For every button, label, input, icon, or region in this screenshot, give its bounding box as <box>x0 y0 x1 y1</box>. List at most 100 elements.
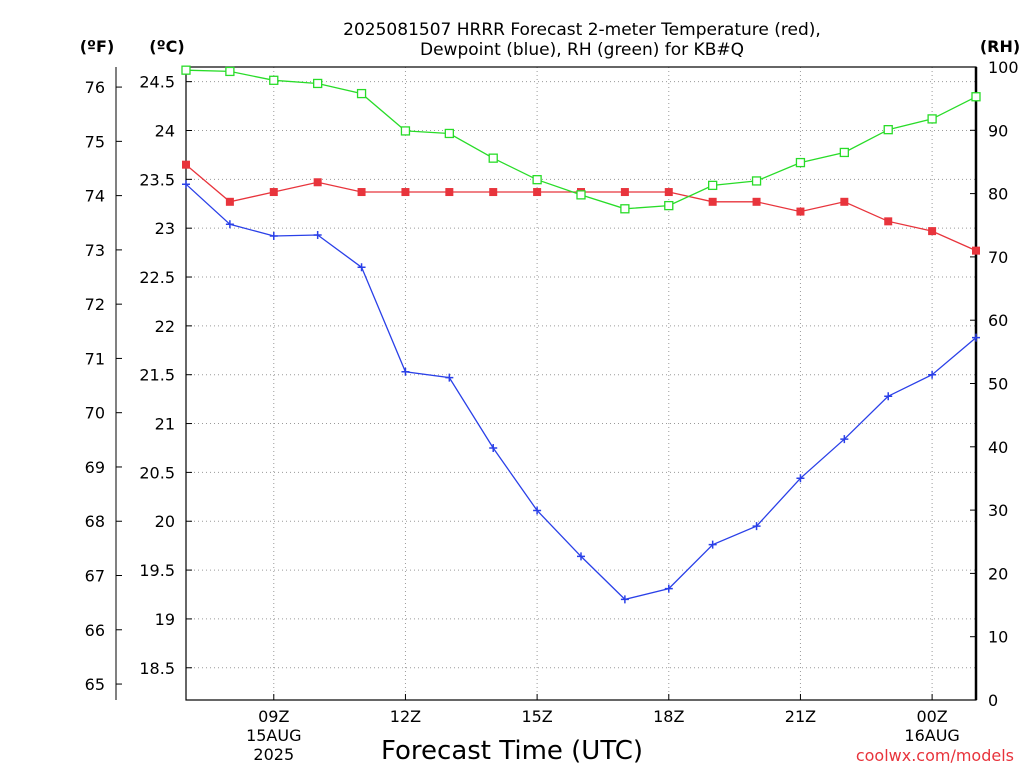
rh-point <box>532 175 542 185</box>
rh-point <box>795 157 806 168</box>
rh-tick-label: 20 <box>988 564 1008 583</box>
celsius-tick-label: 23 <box>155 219 175 238</box>
celsius-unit-label: (ºC) <box>149 37 184 56</box>
dewpoint-point <box>225 220 234 229</box>
dewpoint-point <box>840 435 849 444</box>
celsius-tick-label: 20 <box>155 512 175 531</box>
fahrenheit-tick-label: 68 <box>85 512 105 531</box>
fahrenheit-unit-label: (ºF) <box>80 37 115 56</box>
celsius-tick-label: 24.5 <box>139 73 175 92</box>
dewpoint-point <box>796 474 805 483</box>
x-tick-label: 15AUG <box>246 726 301 745</box>
credit-text: coolwx.com/models <box>856 746 1014 765</box>
temperature-point <box>708 197 717 206</box>
celsius-tick-label: 19.5 <box>139 561 175 580</box>
rh-point <box>181 65 191 75</box>
rh-tick-label: 100 <box>988 58 1019 77</box>
rh-tick-label: 10 <box>988 628 1008 647</box>
dewpoint-point <box>489 443 498 452</box>
celsius-tick-label: 24 <box>155 121 175 140</box>
dewpoint-point <box>928 370 937 379</box>
celsius-tick-label: 20.5 <box>139 463 175 482</box>
rh-point <box>269 75 279 85</box>
fahrenheit-tick-label: 73 <box>85 241 105 260</box>
x-tick-label: 09Z <box>258 707 289 726</box>
rh-tick-label: 0 <box>988 691 998 710</box>
dewpoint-point <box>313 231 322 240</box>
temperature-point <box>620 188 629 197</box>
fahrenheit-tick-label: 72 <box>85 295 105 314</box>
temperature-point <box>884 217 893 226</box>
fahrenheit-tick-label: 67 <box>85 567 105 586</box>
rh-point <box>971 92 981 102</box>
rh-point <box>708 180 718 191</box>
grid-lines <box>186 67 976 700</box>
rh-line <box>185 69 977 210</box>
celsius-tick-label: 19 <box>155 610 175 629</box>
plot-frame <box>185 66 977 701</box>
temperature-point <box>445 188 454 197</box>
x-axis-label: Forecast Time (UTC) <box>381 736 643 766</box>
temperature-point <box>489 188 498 197</box>
x-tick-label: 18Z <box>653 707 684 726</box>
rh-tick-label: 50 <box>988 375 1008 394</box>
celsius-tick-label: 21.5 <box>139 366 175 385</box>
fahrenheit-tick-label: 71 <box>85 349 105 368</box>
dewpoint-point <box>401 367 410 376</box>
dewpoint-point <box>357 263 366 272</box>
temperature-point <box>357 188 366 197</box>
data-series <box>181 65 981 604</box>
temperature-point <box>182 160 190 169</box>
dewpoint-point <box>884 392 893 401</box>
rh-point <box>839 147 849 158</box>
dewpoint-point <box>269 231 278 240</box>
dewpoint-point <box>752 522 761 531</box>
rh-tick-label: 70 <box>988 248 1008 267</box>
fahrenheit-tick-label: 70 <box>85 404 105 423</box>
rh-tick-label: 90 <box>988 121 1008 140</box>
rh-tick-label: 30 <box>988 501 1008 520</box>
dewpoint-point <box>972 333 980 342</box>
celsius-tick-label: 22.5 <box>139 268 175 287</box>
fahrenheit-tick-label: 65 <box>85 675 105 694</box>
x-tick-label: 21Z <box>785 707 816 726</box>
dewpoint-point <box>708 540 717 549</box>
x-tick-label: 15Z <box>521 707 552 726</box>
rh-point <box>664 200 674 211</box>
rh-point <box>400 126 411 136</box>
fahrenheit-tick-label: 75 <box>85 132 105 151</box>
temperature-line <box>185 164 977 252</box>
dewpoint-point <box>445 373 454 382</box>
dewpoint-point <box>577 552 585 561</box>
temperature-point <box>313 178 322 187</box>
temperature-point <box>840 197 849 206</box>
rh-point <box>444 128 454 139</box>
temperature-point <box>225 197 234 206</box>
rh-unit-label: (RH) <box>980 37 1020 56</box>
temperature-point <box>752 197 761 206</box>
celsius-tick-label: 22 <box>155 317 175 336</box>
rh-tick-label: 60 <box>988 311 1008 330</box>
temperature-point <box>533 188 542 197</box>
x-tick-label: 00Z <box>916 707 947 726</box>
temperature-point <box>796 207 805 216</box>
temperature-point <box>972 246 980 255</box>
x-tick-label: 12Z <box>390 707 421 726</box>
rh-tick-label: 40 <box>988 438 1008 457</box>
fahrenheit-tick-label: 76 <box>85 78 105 97</box>
rh-point <box>225 66 235 77</box>
dewpoint-point <box>664 584 673 593</box>
dewpoint-point <box>182 180 190 189</box>
rh-point <box>576 190 586 200</box>
fahrenheit-tick-label: 69 <box>85 458 105 477</box>
rh-point <box>313 78 323 89</box>
celsius-tick-label: 18.5 <box>139 659 175 678</box>
dewpoint-point <box>533 506 542 515</box>
rh-point <box>356 88 367 99</box>
rh-point <box>927 114 937 124</box>
dewpoint-line <box>185 183 977 601</box>
celsius-tick-label: 23.5 <box>139 170 175 189</box>
fahrenheit-tick-label: 66 <box>85 621 105 640</box>
